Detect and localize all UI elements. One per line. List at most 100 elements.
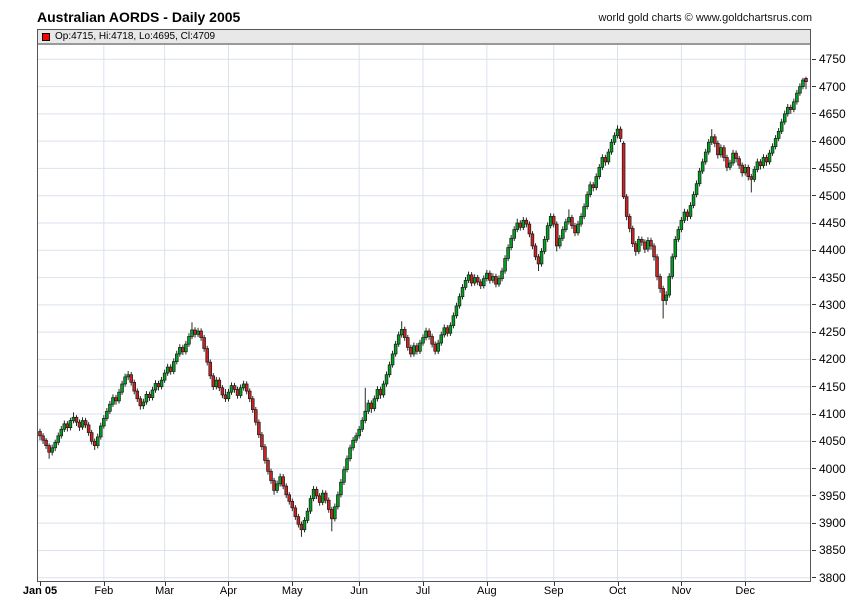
candle-body xyxy=(789,106,793,110)
candle-body xyxy=(542,239,547,252)
y-tick-label: 4050 xyxy=(819,434,846,449)
candle-body xyxy=(208,361,212,377)
candle-body xyxy=(451,315,456,326)
x-tick-mark xyxy=(292,582,294,586)
x-tick-mark xyxy=(617,582,619,586)
candle-body xyxy=(223,394,228,400)
candle-body xyxy=(494,276,498,285)
candle-body xyxy=(786,106,790,115)
x-tick-label: Aug xyxy=(477,585,497,597)
candle-body xyxy=(287,494,292,502)
candle-body xyxy=(652,245,656,258)
candle-body xyxy=(71,416,76,421)
candle-body xyxy=(637,239,641,252)
candle-body xyxy=(363,410,367,421)
candle-body xyxy=(597,166,602,177)
candle-body xyxy=(463,279,468,288)
x-tick-label: Jan 05 xyxy=(22,585,58,597)
y-tick-mark xyxy=(812,495,816,497)
candle-body xyxy=(503,258,507,272)
candle-body xyxy=(491,276,495,281)
y-tick-mark xyxy=(812,195,816,197)
candle-body xyxy=(193,329,197,335)
candle-body xyxy=(469,274,474,284)
candle-body xyxy=(630,228,635,245)
candle-body xyxy=(764,157,769,163)
candle-body xyxy=(187,336,191,345)
candle-body xyxy=(181,347,185,353)
candle-body xyxy=(706,141,711,153)
candle-body xyxy=(427,330,431,337)
y-tick-label: 4350 xyxy=(819,270,846,285)
candle-body xyxy=(320,492,325,503)
candle-body xyxy=(804,78,808,83)
candle-body xyxy=(482,278,486,287)
y-tick-label: 3900 xyxy=(819,516,846,531)
candle-body xyxy=(579,216,583,225)
candle-body xyxy=(354,435,358,441)
candle-body xyxy=(782,113,787,123)
y-tick-label: 4150 xyxy=(819,379,846,394)
candle-body xyxy=(384,374,389,385)
y-tick: 4200 xyxy=(812,352,846,366)
y-tick-mark xyxy=(812,222,816,224)
candle-body xyxy=(761,157,766,167)
candle-body xyxy=(734,152,738,159)
candle-body xyxy=(624,196,629,217)
candle-body xyxy=(44,439,48,447)
candle-body xyxy=(378,389,383,396)
candle-body xyxy=(594,176,599,188)
candle-body xyxy=(226,391,231,400)
y-tick-label: 4550 xyxy=(819,161,846,176)
candle-body xyxy=(545,225,550,240)
candle-body xyxy=(406,337,410,348)
candle-body xyxy=(530,233,535,247)
x-tick-mark xyxy=(681,582,683,586)
candle-body xyxy=(175,353,179,362)
candle-body xyxy=(688,205,693,217)
y-tick-mark xyxy=(812,249,816,251)
y-tick-label: 4700 xyxy=(819,79,846,94)
candle-body xyxy=(719,147,723,156)
candle-body xyxy=(62,423,67,430)
candle-body xyxy=(205,348,209,363)
y-tick-mark xyxy=(812,113,816,115)
candle-body xyxy=(387,364,392,376)
candle-body xyxy=(436,342,440,352)
y-tick-label: 4750 xyxy=(819,52,846,67)
candle-body xyxy=(229,385,234,393)
candle-body xyxy=(138,398,143,407)
candle-body xyxy=(77,421,82,428)
candle-body xyxy=(74,416,79,423)
candle-body xyxy=(430,336,434,345)
candle-body xyxy=(317,495,322,503)
candle-body xyxy=(403,329,407,338)
y-tick-mark xyxy=(812,577,816,579)
candle-body xyxy=(655,256,659,277)
candle-body xyxy=(108,403,112,412)
candle-body xyxy=(703,151,708,163)
legend-ohlc-text: Op:4715, Hi:4718, Lo:4695, Cl:4709 xyxy=(55,30,216,42)
candle-body xyxy=(621,142,626,198)
candle-body xyxy=(460,287,465,298)
y-tick-label: 3850 xyxy=(819,543,846,558)
candle-body xyxy=(254,409,258,423)
candle-body xyxy=(685,211,690,217)
candle-body xyxy=(603,157,608,163)
y-tick: 4000 xyxy=(812,462,846,476)
candle-body xyxy=(570,217,574,227)
x-tick-mark xyxy=(228,582,230,586)
candle-body xyxy=(220,387,225,396)
candle-body xyxy=(412,345,416,355)
candle-body xyxy=(369,402,374,409)
candle-body xyxy=(299,523,304,531)
candle-body xyxy=(86,424,91,433)
candle-body xyxy=(314,488,319,497)
candle-body xyxy=(305,510,310,521)
candle-body xyxy=(795,92,799,103)
y-tick-mark xyxy=(812,468,816,470)
candle-body xyxy=(500,270,504,280)
y-tick: 4650 xyxy=(812,107,846,121)
x-tick-label: Apr xyxy=(219,585,238,597)
